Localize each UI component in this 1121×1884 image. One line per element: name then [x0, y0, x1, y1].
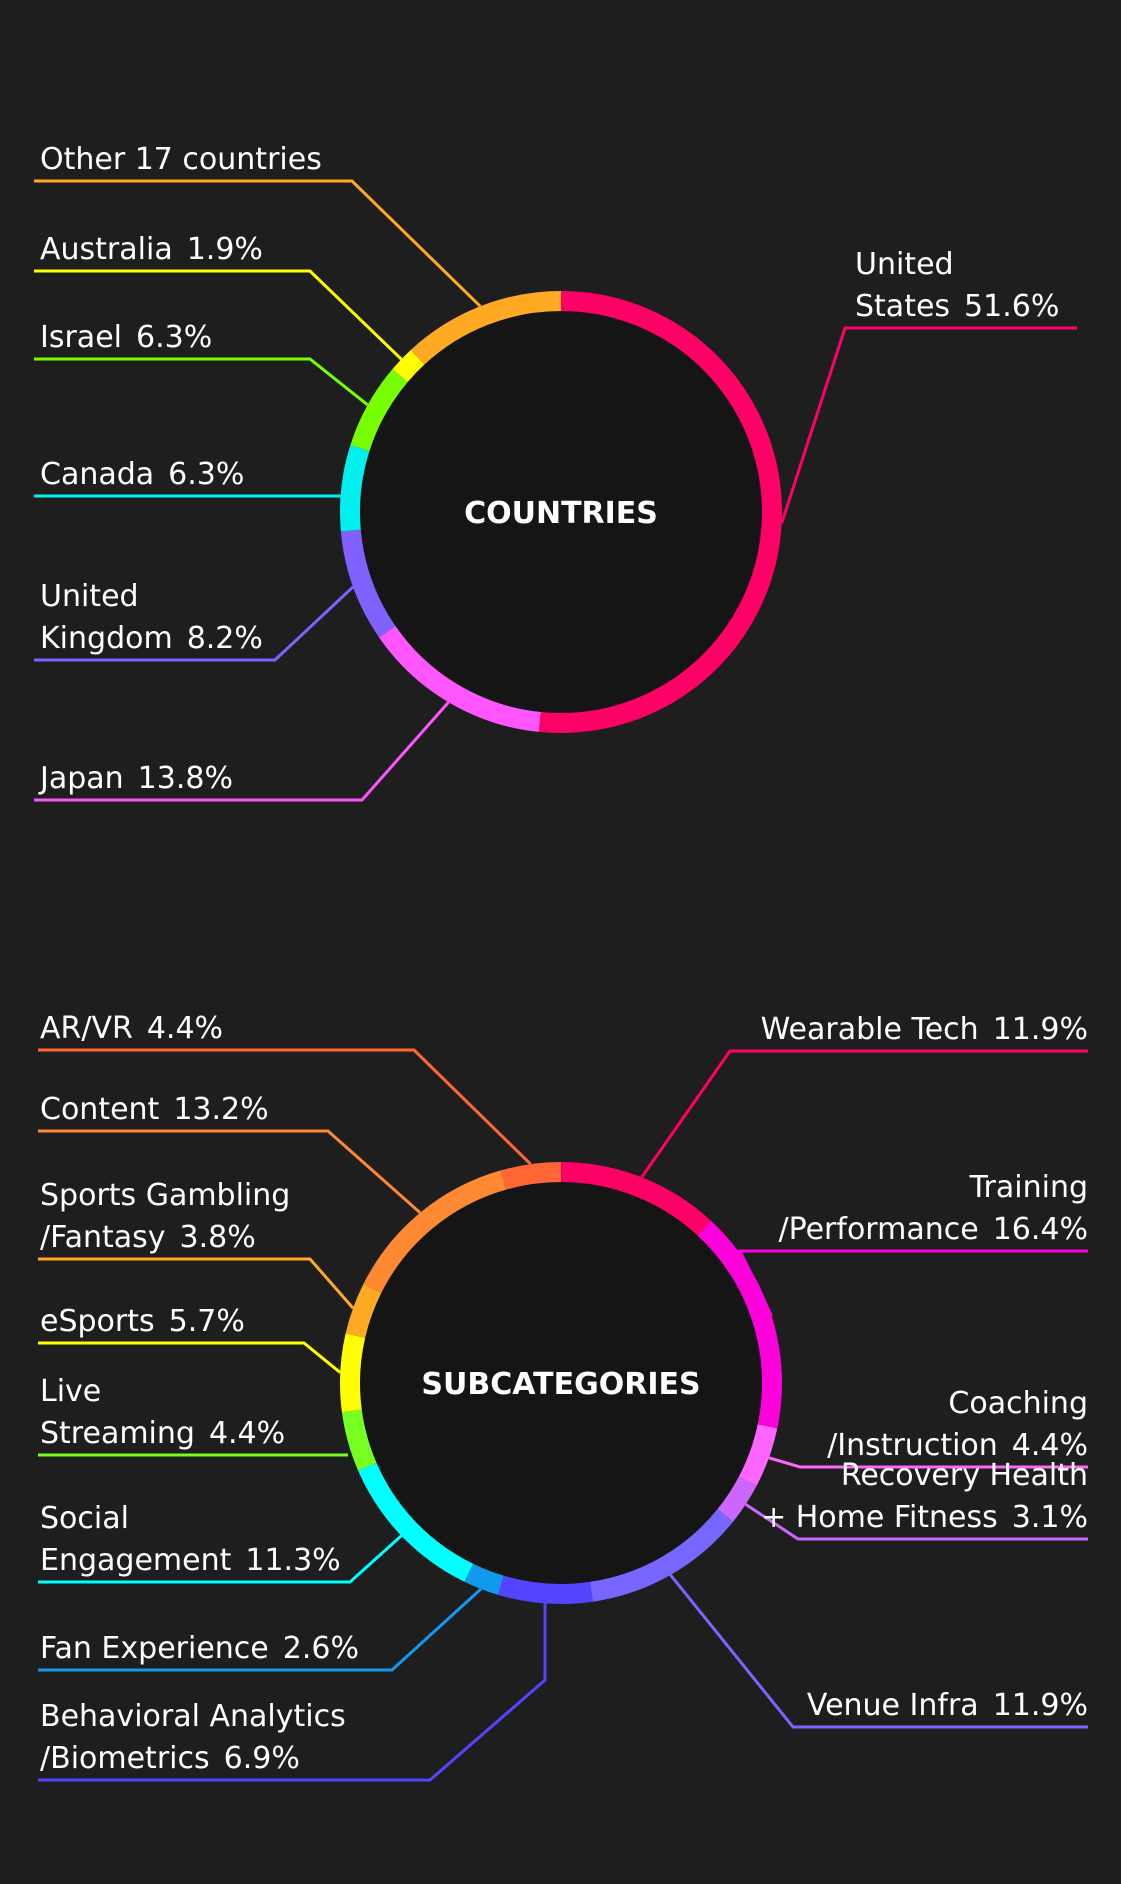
label-esports: eSports 5.7%: [40, 1304, 245, 1339]
label-social-engagement: Engagement 11.3%: [40, 1543, 341, 1578]
label-recovery-health-home-fitness: Recovery Health: [841, 1458, 1088, 1493]
slice-australia: [392, 349, 425, 383]
label-other-17-countries: Other 17 countries: [40, 142, 322, 177]
value-ar-vr: 4.4%: [147, 1011, 223, 1046]
value-training-performance: 16.4%: [993, 1212, 1088, 1247]
donut-center: [360, 311, 762, 713]
label-united-kingdom: United: [40, 579, 139, 614]
slice-sports-gambling-fantasy: [345, 1283, 382, 1339]
slice-ar-vr: [500, 1162, 562, 1190]
leader-line-sports-gambling-fantasy: [38, 1257, 355, 1310]
donut-subcategories: Wearable Tech 11.9% Training/Performance 16…: [38, 1011, 1088, 1782]
value-esports: 5.7%: [169, 1304, 245, 1339]
leader-line-training-performance: [737, 1249, 1088, 1317]
slice-united-kingdom: [340, 529, 396, 638]
label-united-states: United: [855, 247, 954, 282]
label-ar-vr: AR/VR 4.4%: [40, 1011, 223, 1046]
label-content: Content 13.2%: [40, 1092, 269, 1127]
leader-line-united-kingdom: [34, 585, 355, 662]
donut-center: [360, 1182, 762, 1584]
slice-other-17-countries: [410, 291, 562, 365]
label-sports-gambling-fantasy: /Fantasy 3.8%: [40, 1220, 256, 1255]
slice-japan: [379, 625, 541, 732]
label-training-performance: Training: [969, 1170, 1088, 1205]
slice-esports: [340, 1333, 366, 1413]
label-coaching-instruction: /Instruction 4.4%: [827, 1428, 1088, 1463]
leader-line-japan: [34, 701, 450, 802]
leader-line-coaching-instruction: [768, 1456, 1088, 1469]
label-live-streaming: Live: [40, 1374, 101, 1409]
value-venue-infra: 11.9%: [993, 1688, 1088, 1723]
label-japan: Japan 13.8%: [38, 761, 233, 796]
slice-canada: [340, 445, 370, 532]
leader-line-australia: [34, 269, 403, 361]
value-coaching-instruction: 4.4%: [1012, 1428, 1088, 1463]
label-recovery-health-home-fitness: + Home Fitness 3.1%: [761, 1500, 1088, 1535]
value-wearable-tech: 11.9%: [993, 1012, 1088, 1047]
label-wearable-tech: Wearable Tech 11.9%: [761, 1012, 1088, 1047]
leader-line-wearable-tech: [640, 1049, 1088, 1179]
leader-line-fan-experience: [38, 1587, 482, 1672]
value-united-states: 51.6%: [964, 289, 1059, 324]
slice-united-states: [538, 291, 782, 733]
leader-line-content: [38, 1129, 422, 1214]
slice-recovery-health-home-fitness: [717, 1476, 757, 1522]
leader-line-recovery-health-home-fitness: [744, 1503, 1088, 1541]
label-australia: Australia 1.9%: [40, 232, 263, 267]
leader-line-venue-infra: [669, 1574, 1088, 1729]
leader-line-ar-vr: [38, 1048, 532, 1166]
leader-line-behavioral-analytics-biometrics: [38, 1603, 547, 1782]
value-united-kingdom: 8.2%: [187, 621, 263, 656]
label-live-streaming: Streaming 4.4%: [40, 1416, 285, 1451]
slice-content: [363, 1170, 507, 1293]
value-recovery-health-home-fitness: 3.1%: [1012, 1500, 1088, 1535]
label-canada: Canada 6.3%: [40, 457, 244, 492]
value-fan-experience: 2.6%: [283, 1631, 359, 1666]
label-venue-infra: Venue Infra 11.9%: [807, 1688, 1088, 1723]
slice-training-performance: [697, 1220, 782, 1429]
value-sports-gambling-fantasy: 3.8%: [180, 1220, 256, 1255]
label-behavioral-analytics-biometrics: /Biometrics 6.9%: [40, 1741, 300, 1776]
slice-venue-infra: [589, 1509, 734, 1602]
value-canada: 6.3%: [168, 457, 244, 492]
chart-title-countries: COUNTRIES: [464, 496, 658, 531]
slice-social-engagement: [358, 1462, 474, 1582]
value-japan: 13.8%: [138, 761, 233, 796]
label-coaching-instruction: Coaching: [948, 1386, 1088, 1421]
label-united-states: States 51.6%: [855, 289, 1059, 324]
label-social-engagement: Social: [40, 1501, 129, 1536]
chart-title-subcategories: SUBCATEGORIES: [421, 1367, 700, 1402]
slice-live-streaming: [341, 1409, 377, 1471]
value-live-streaming: 4.4%: [209, 1416, 285, 1451]
label-united-kingdom: Kingdom 8.2%: [40, 621, 263, 656]
value-behavioral-analytics-biometrics: 6.9%: [224, 1741, 300, 1776]
value-israel: 6.3%: [136, 320, 212, 355]
slice-israel: [350, 369, 408, 452]
leader-line-united-states: [780, 326, 1077, 524]
label-behavioral-analytics-biometrics: Behavioral Analytics: [40, 1699, 346, 1734]
donut-countries: United States 51.6% Japan 13.8% United Kingdom…: [34, 142, 1077, 802]
leader-line-israel: [34, 357, 369, 407]
value-content: 13.2%: [173, 1092, 268, 1127]
value-social-engagement: 11.3%: [245, 1543, 340, 1578]
leader-line-other-17-countries: [34, 179, 482, 308]
label-sports-gambling-fantasy: Sports Gambling: [40, 1178, 290, 1213]
label-fan-experience: Fan Experience 2.6%: [40, 1631, 359, 1666]
slice-behavioral-analytics-biometrics: [498, 1575, 593, 1604]
label-israel: Israel 6.3%: [40, 320, 212, 355]
leader-line-social-engagement: [38, 1534, 403, 1584]
leader-line-esports: [38, 1341, 342, 1374]
value-australia: 1.9%: [187, 232, 263, 267]
label-training-performance: /Performance 16.4%: [778, 1212, 1088, 1247]
slice-fan-experience: [464, 1563, 504, 1595]
slice-wearable-tech: [560, 1162, 712, 1236]
slice-coaching-instruction: [738, 1424, 778, 1486]
